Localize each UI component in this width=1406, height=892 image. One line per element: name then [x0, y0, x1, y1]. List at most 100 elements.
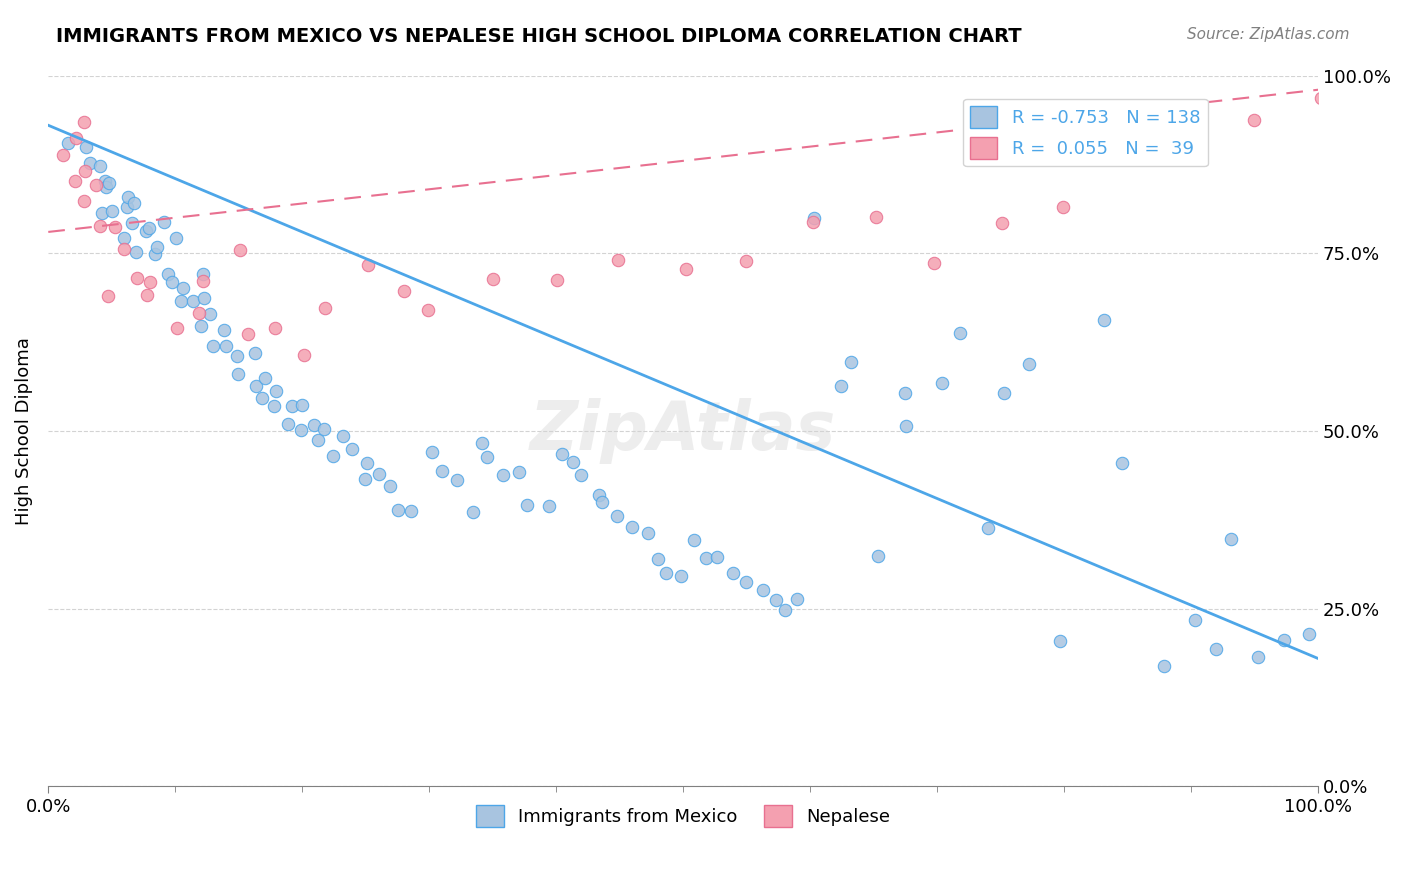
Point: [1298, 627, 1320, 641]
Point: [931, 376, 953, 391]
Point: [752, 583, 775, 598]
Point: [1092, 313, 1115, 327]
Point: [606, 253, 628, 268]
Point: [145, 240, 167, 254]
Point: [73, 164, 96, 178]
Y-axis label: High School Diploma: High School Diploma: [15, 337, 32, 524]
Point: [432, 464, 454, 478]
Point: [166, 321, 188, 335]
Point: [1018, 358, 1040, 372]
Point: [461, 505, 484, 519]
Point: [124, 245, 146, 260]
Text: ZipAtlas: ZipAtlas: [530, 398, 837, 464]
Point: [153, 215, 176, 229]
Point: [58, 136, 80, 150]
Point: [290, 424, 312, 438]
Point: [682, 533, 704, 548]
Point: [117, 190, 139, 204]
Point: [143, 247, 166, 261]
Point: [706, 550, 728, 565]
Point: [94, 174, 117, 188]
Point: [104, 219, 127, 234]
Point: [894, 418, 917, 433]
Point: [135, 224, 157, 238]
Point: [243, 346, 266, 360]
Point: [124, 196, 146, 211]
Point: [387, 503, 409, 517]
Point: [340, 442, 363, 456]
Point: [735, 254, 758, 268]
Point: [314, 301, 336, 316]
Point: [165, 231, 187, 245]
Point: [1111, 456, 1133, 470]
Point: [228, 367, 250, 381]
Point: [215, 339, 238, 353]
Point: [263, 399, 285, 413]
Point: [157, 267, 180, 281]
Point: [773, 603, 796, 617]
Point: [1205, 641, 1227, 656]
Point: [89, 159, 111, 173]
Point: [1272, 632, 1295, 647]
Point: [637, 525, 659, 540]
Point: [991, 216, 1014, 230]
Point: [471, 436, 494, 450]
Point: [1052, 200, 1074, 214]
Point: [138, 220, 160, 235]
Point: [357, 258, 380, 272]
Point: [671, 569, 693, 583]
Point: [830, 379, 852, 393]
Point: [1180, 125, 1202, 139]
Point: [378, 479, 401, 493]
Point: [922, 256, 945, 270]
Point: [73, 115, 96, 129]
Point: [291, 399, 314, 413]
Point: [949, 326, 972, 341]
Point: [976, 521, 998, 535]
Point: [420, 444, 443, 458]
Point: [655, 566, 678, 580]
Point: [1310, 91, 1333, 105]
Point: [647, 552, 669, 566]
Point: [446, 473, 468, 487]
Point: [191, 273, 214, 287]
Point: [1219, 533, 1241, 547]
Point: [416, 303, 439, 318]
Point: [229, 243, 252, 257]
Point: [79, 155, 101, 169]
Point: [125, 270, 148, 285]
Point: [866, 549, 889, 563]
Point: [508, 465, 530, 479]
Point: [1184, 613, 1206, 627]
Point: [721, 566, 744, 581]
Point: [562, 455, 585, 469]
Point: [786, 592, 808, 607]
Point: [538, 499, 561, 513]
Point: [135, 288, 157, 302]
Point: [1243, 112, 1265, 127]
Point: [73, 194, 96, 209]
Point: [280, 399, 302, 413]
Point: [591, 494, 613, 508]
Point: [546, 273, 568, 287]
Point: [1246, 649, 1268, 664]
Point: [993, 386, 1015, 401]
Point: [115, 200, 138, 214]
Point: [90, 206, 112, 220]
Point: [353, 472, 375, 486]
Point: [322, 449, 344, 463]
Point: [170, 293, 193, 308]
Point: [695, 551, 717, 566]
Point: [367, 467, 389, 481]
Point: [356, 456, 378, 470]
Point: [188, 305, 211, 319]
Point: [277, 417, 299, 432]
Point: [89, 219, 111, 233]
Point: [475, 450, 498, 464]
Point: [52, 148, 75, 162]
Point: [198, 307, 221, 321]
Point: [765, 593, 787, 607]
Point: [226, 349, 249, 363]
Point: [84, 178, 107, 192]
Point: [893, 386, 915, 401]
